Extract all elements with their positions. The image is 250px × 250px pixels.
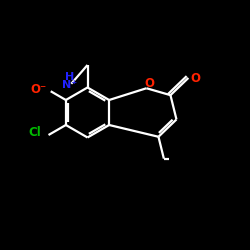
Text: Cl: Cl (29, 126, 42, 140)
Text: H: H (66, 72, 74, 83)
Text: N⁺: N⁺ (62, 80, 78, 90)
Text: O⁻: O⁻ (30, 83, 46, 96)
Text: O: O (144, 77, 154, 90)
Text: O: O (190, 72, 200, 85)
